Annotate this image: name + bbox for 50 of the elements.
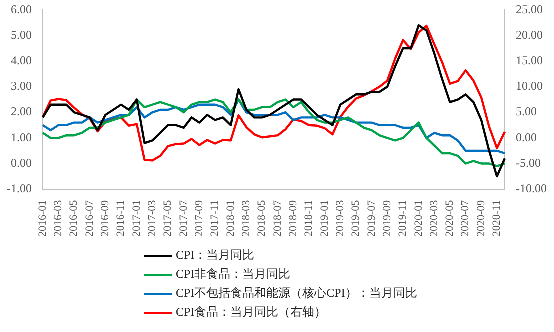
y2-tick-label: -5.00 [516,156,542,170]
x-tick-label: 2018-09 [287,200,300,238]
x-tick-label: 2018-03 [240,200,252,238]
x-tick-label: 2020-11 [491,200,504,237]
x-tick-label: 2016-05 [68,200,80,238]
legend-label: CPI食品：当月同比（右轴） [176,304,327,321]
x-tick-label: 2016-07 [84,200,96,238]
x-tick-label: 2018-01 [224,200,237,238]
x-tick-label: 2018-07 [272,200,284,238]
legend-label: CPI不包括食品和能源（核心CPI）：当月同比 [176,285,418,302]
x-tick-label: 2016-01 [36,200,49,238]
x-tick-label: 2020-07 [460,200,472,238]
y2-tick-label: 5.00 [516,104,538,119]
y-tick-label: 4.00 [10,54,32,68]
y2-tick-label: -10.00 [516,181,548,196]
x-tick-label: 2020-01 [412,200,425,238]
x-tick-label: 2019-03 [334,200,346,238]
y-tick-label: 2.00 [10,104,32,119]
x-tick-label: 2020-05 [444,200,456,238]
y-tick-label: 1.00 [10,130,32,144]
y-tick-label: 5.00 [10,28,32,42]
x-tick-label: 2019-09 [381,200,394,238]
y2-tick-label: 10.00 [516,79,544,94]
x-tick-label: 2016-03 [52,200,65,238]
x-tick-label: 2019-07 [366,200,378,238]
y-tick-label: 3.00 [10,79,32,94]
y-tick-label: 6.00 [10,2,32,16]
legend-label: CPI：当月同比 [176,247,255,264]
x-tick-label: 2017-01 [130,200,143,238]
x-tick-label: 2016-09 [100,200,112,238]
x-tick-label: 2017-09 [194,200,206,238]
x-tick-label: 2019-01 [318,200,331,238]
x-tick-label: 2019-05 [350,200,362,238]
x-tick-label: 2016-11 [115,200,128,237]
y2-tick-label: 15.00 [516,54,544,68]
x-tick-label: 2020-09 [475,200,488,238]
y2-tick-label: 0.00 [516,130,538,144]
x-tick-label: 2017-03 [146,200,159,238]
x-tick-label: 2018-05 [256,200,268,238]
x-tick-label: 2017-05 [162,200,174,238]
x-tick-label: 2017-11 [209,200,222,237]
y-tick-label: -1.00 [6,181,32,196]
y2-tick-label: 20.00 [516,28,544,42]
x-tick-label: 2019-11 [397,200,410,237]
x-tick-label: 2017-07 [178,200,190,238]
x-tick-label: 2020-03 [428,200,440,238]
x-tick-label: 2018-11 [303,200,316,237]
y2-tick-label: 25.00 [516,2,544,16]
y-tick-label: 0.00 [10,156,32,170]
legend-label: CPI非食品：当月同比 [176,266,291,283]
